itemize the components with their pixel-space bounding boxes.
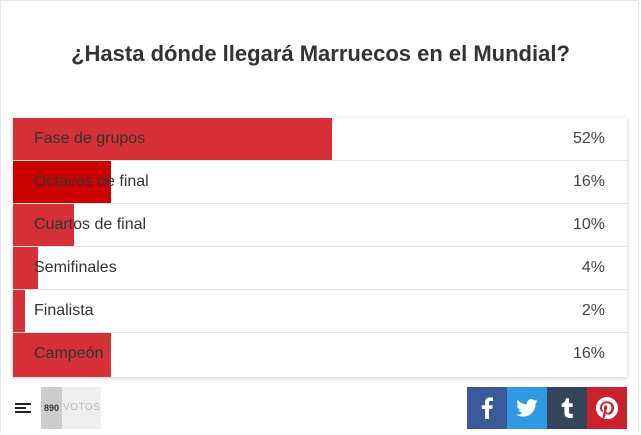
poll-option-bar xyxy=(13,161,112,203)
poll-option-bar xyxy=(13,118,333,160)
tumblr-share-button[interactable] xyxy=(547,387,587,429)
facebook-icon xyxy=(481,397,493,419)
poll-option-bar xyxy=(13,204,75,246)
poll-option-bar xyxy=(13,333,112,377)
tumblr-icon xyxy=(561,398,573,418)
poll-option-percent: 4% xyxy=(581,259,605,276)
poll-option-label: Fase de grupos xyxy=(34,130,146,147)
poll-option[interactable]: Fase de grupos 52% xyxy=(13,118,627,161)
vote-label: VOTOS xyxy=(62,387,101,429)
vote-counter: 890 VOTOS xyxy=(41,387,101,429)
poll-option[interactable]: Finalista 2% xyxy=(13,290,627,333)
poll-option-percent: 52% xyxy=(572,130,605,147)
poll-option-bar xyxy=(13,247,38,289)
facebook-share-button[interactable] xyxy=(467,387,507,429)
poll-option[interactable]: Octavos de final 16% xyxy=(13,161,627,204)
poll-option-label: Semifinales xyxy=(34,259,117,276)
pinterest-icon xyxy=(596,397,618,419)
twitter-icon xyxy=(516,399,538,417)
twitter-share-button[interactable] xyxy=(507,387,547,429)
poll-option-bar xyxy=(13,290,26,332)
poll-options: Fase de grupos 52% Octavos de final 16% … xyxy=(13,118,627,377)
poll-option-label: Finalista xyxy=(34,302,94,319)
poll-option-percent: 2% xyxy=(581,302,605,319)
poll-option-percent: 10% xyxy=(572,216,605,233)
poll-option[interactable]: Campeón 16% xyxy=(13,333,627,377)
vote-count: 890 xyxy=(41,387,62,429)
poll-option-label: Cuartos de final xyxy=(34,216,147,233)
poll-option[interactable]: Semifinales 4% xyxy=(13,247,627,290)
pinterest-share-button[interactable] xyxy=(587,387,627,429)
poll-footer: 890 VOTOS xyxy=(1,387,640,429)
poll-option-percent: 16% xyxy=(572,345,605,362)
poll-option-percent: 16% xyxy=(572,173,605,190)
social-share-buttons xyxy=(467,387,627,429)
poll-option-label: Octavos de final xyxy=(34,173,149,190)
poll-option[interactable]: Cuartos de final 10% xyxy=(13,204,627,247)
poll-option-label: Campeón xyxy=(34,345,104,362)
poll-title: ¿Hasta dónde llegará Marruecos en el Mun… xyxy=(71,41,570,66)
list-lines-icon[interactable] xyxy=(15,403,31,415)
